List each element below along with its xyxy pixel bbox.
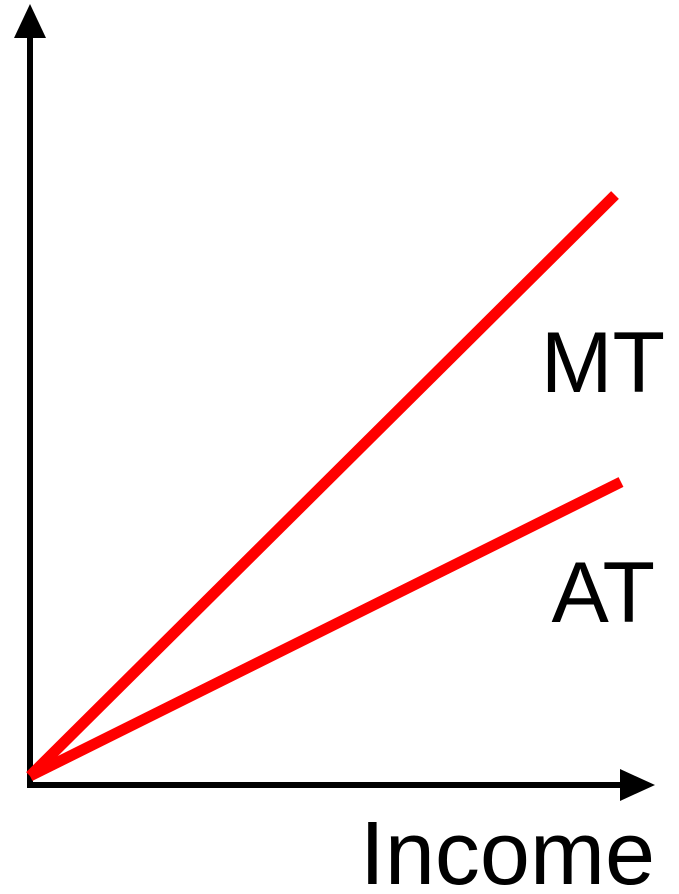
at-line	[27, 477, 624, 781]
x-axis-arrow	[620, 769, 655, 801]
at-label: AT	[551, 545, 655, 641]
mt-label: MT	[541, 315, 665, 411]
y-axis-arrow	[14, 4, 46, 38]
mt-line	[26, 191, 619, 780]
x-axis-label: Income	[360, 804, 655, 894]
